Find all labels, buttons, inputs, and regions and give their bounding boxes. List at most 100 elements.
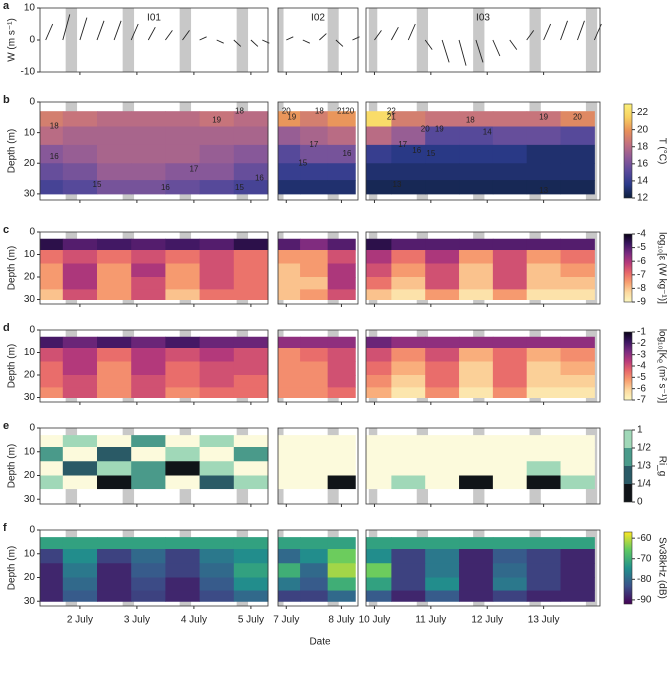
field-cell [233,126,269,146]
field-cell [425,435,460,448]
colorbar [624,332,632,400]
field-cell [391,590,426,602]
contour-label: 15 [235,183,244,192]
field-cell [62,263,98,278]
contour-label: 13 [539,186,548,195]
field-cell [492,111,528,127]
plot-frame [39,427,269,505]
field-cell [366,163,392,181]
field-cell [327,336,356,349]
y-tick-label: 0 [29,325,35,336]
field-cell [97,263,132,278]
field-cell [278,577,301,592]
field-cell [199,144,235,164]
field-cell [199,537,235,550]
field-cell [199,336,235,349]
field-cell [40,348,64,362]
field-cell [40,336,64,349]
colorbar-tick-label: 1/4 [637,479,651,490]
field-cell [300,475,329,490]
field-cell [97,289,132,300]
field-cell [165,590,201,602]
field-cell [526,126,562,146]
field-cell [425,180,460,195]
field-cell [40,111,64,127]
field-cell [62,361,98,376]
field-cell [278,537,301,550]
plot-frame [39,329,269,403]
field-cell [560,277,595,290]
field-cell [391,537,426,550]
field-cell [233,180,269,195]
colorbar-tick-label: -7 [637,269,646,280]
field-cell [560,577,595,592]
plot-frame [277,231,359,305]
contour-label: 18 [466,115,475,124]
field-cell [165,111,201,127]
field-cell [366,537,392,550]
field-cell [278,126,301,146]
field-cell [97,163,132,181]
field-cell [492,447,528,462]
field-cell [40,144,64,164]
panel-label: a [3,0,10,12]
field-cell [459,336,494,349]
field-cell [233,475,269,490]
field-cell [165,387,201,398]
column-title: I03 [476,13,490,24]
field-cell [425,238,460,251]
field-cell [278,447,301,462]
field-cell [199,277,235,290]
colorbar-tick-label: 0 [637,497,643,508]
x-tick-label: 8 July [328,615,354,626]
field-cell [391,126,426,146]
field-cell [366,577,392,592]
field-cell [278,590,301,602]
colorbar-tick-label: -5 [637,242,646,253]
night-band [529,8,541,72]
field-cell [233,447,269,462]
x-tick-label: 2 July [67,615,93,626]
colorbar-segment [624,430,632,448]
field-cell [459,238,494,251]
field-cell [560,238,595,251]
field-cell [560,549,595,564]
x-tick-label: 5 July [238,615,264,626]
stick [374,30,382,41]
plot-frame [365,427,601,505]
stick [165,30,173,41]
y-axis-label: Depth (m) [7,246,18,290]
field-cell [327,387,356,398]
y-tick-label: 20 [24,470,36,481]
field-cell [526,475,562,490]
field-cell [278,263,301,278]
field-cell [526,361,562,376]
field-cell [459,537,494,550]
field-cell [199,361,235,376]
panel-label: d [3,322,10,334]
field-cell [492,348,528,362]
field-cell [165,577,201,592]
y-tick-label: 30 [24,596,36,607]
night-band [585,8,598,72]
field-cell [165,126,201,146]
colorbar [624,234,632,302]
field-cell [62,537,98,550]
colorbar-tick-label: -2 [637,338,646,349]
field-cell [165,289,201,300]
field-cell [391,549,426,564]
field-cell [391,461,426,476]
field-cell [391,263,426,278]
field-cell [526,289,562,300]
field-cell [391,563,426,578]
field-cell [560,144,595,164]
field-cell [327,144,356,164]
plot-frame [39,7,269,73]
field-cell [560,250,595,264]
field-cell [165,447,201,462]
field-cell [62,336,98,349]
field-cell [40,475,64,490]
field-cell [366,180,392,195]
field-cell [300,361,329,376]
y-axis-label: W (m s⁻¹) [7,18,18,62]
